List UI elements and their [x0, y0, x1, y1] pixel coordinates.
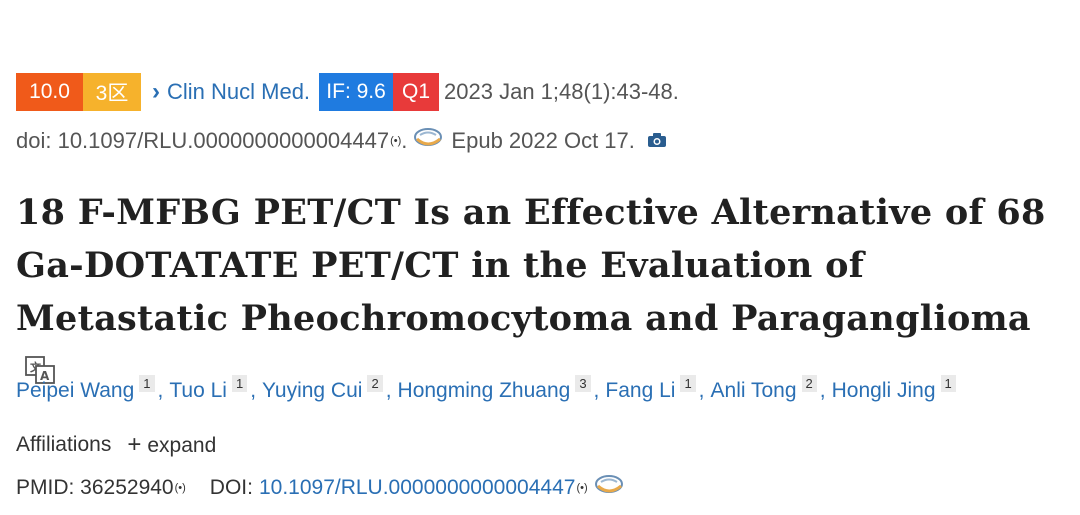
doi-period: . — [401, 128, 408, 153]
doi-link[interactable]: 10.1097/RLU.0000000000004447 — [258, 476, 576, 499]
author-separator: , — [819, 379, 826, 402]
affiliations-label: Affiliations — [16, 433, 112, 456]
affiliation-marker[interactable]: 1 — [231, 374, 248, 392]
affiliation-marker[interactable]: 3 — [575, 374, 591, 392]
doi-text[interactable]: doi: 10.1097/RLU.0000000000004447 — [16, 128, 390, 153]
journal-info-row: 10.0 3区 › Clin Nucl Med. IF: 9.6 Q1 2023… — [16, 73, 679, 111]
expand-button[interactable]: + expand — [127, 431, 216, 459]
affiliation-marker[interactable]: 1 — [139, 374, 155, 392]
journal-link[interactable]: Clin Nucl Med. — [167, 79, 311, 104]
affiliation-marker[interactable]: 1 — [680, 374, 696, 392]
camera-icon[interactable] — [647, 128, 667, 154]
svg-text:A: A — [40, 369, 50, 383]
impact-factor-badge: IF: 9.6 — [319, 73, 394, 111]
pmid-text: PMID: 36252940 — [16, 476, 174, 499]
author-link[interactable]: Fang Li — [605, 379, 676, 402]
author-link[interactable]: Tuo Li — [169, 379, 227, 402]
radio-icon[interactable]: (•) — [390, 135, 402, 147]
radio-icon[interactable]: (•) — [174, 482, 186, 494]
article-title-text: 18 F-MFBG PET/CT Is an Effective Alterna… — [16, 192, 1046, 339]
translate-icon[interactable]: 文 A — [24, 347, 56, 400]
author-link[interactable]: Yuying Cui — [262, 379, 363, 402]
plus-icon: + — [127, 431, 142, 458]
affiliation-marker[interactable]: 2 — [801, 374, 817, 392]
radio-icon[interactable]: (•) — [576, 482, 588, 494]
author-separator: , — [385, 379, 392, 402]
author-link[interactable]: Hongming Zhuang — [397, 379, 571, 402]
author-separator: , — [593, 379, 600, 402]
author-link[interactable]: Peipei Wang — [16, 379, 135, 402]
doi-label: DOI: — [209, 476, 253, 499]
author-list: Peipei Wang 1, Tuo Li 1, Yuying Cui 2, Hong… — [16, 374, 959, 408]
doi-row: doi: 10.1097/RLU.0000000000004447 (•) . … — [16, 125, 667, 157]
expand-label: expand — [147, 434, 217, 457]
zone-badge: 3区 — [83, 73, 141, 111]
affiliations-row: Affiliations + expand — [16, 429, 216, 461]
author-link[interactable]: Anli Tong — [710, 379, 797, 402]
identifiers-row: PMID: 36252940 (•) DOI: 10.1097/RLU.0000… — [16, 472, 632, 504]
full-text-icon[interactable] — [594, 474, 624, 502]
affiliation-marker[interactable]: 1 — [940, 374, 956, 392]
affiliation-marker[interactable]: 2 — [367, 374, 383, 392]
full-text-icon[interactable] — [413, 127, 443, 155]
author-link[interactable]: Hongli Jing — [831, 379, 936, 402]
citation-text: 2023 Jan 1;48(1):43-48. — [444, 79, 679, 104]
author-separator: , — [157, 379, 164, 402]
chevron-right-icon: › — [152, 78, 160, 105]
author-separator: , — [698, 379, 705, 402]
epub-date: Epub 2022 Oct 17. — [451, 128, 635, 153]
quartile-badge: Q1 — [393, 73, 440, 111]
score-badge: 10.0 — [16, 73, 83, 111]
author-separator: , — [250, 379, 257, 402]
article-title: 18 F-MFBG PET/CT Is an Effective Alterna… — [16, 186, 1056, 400]
